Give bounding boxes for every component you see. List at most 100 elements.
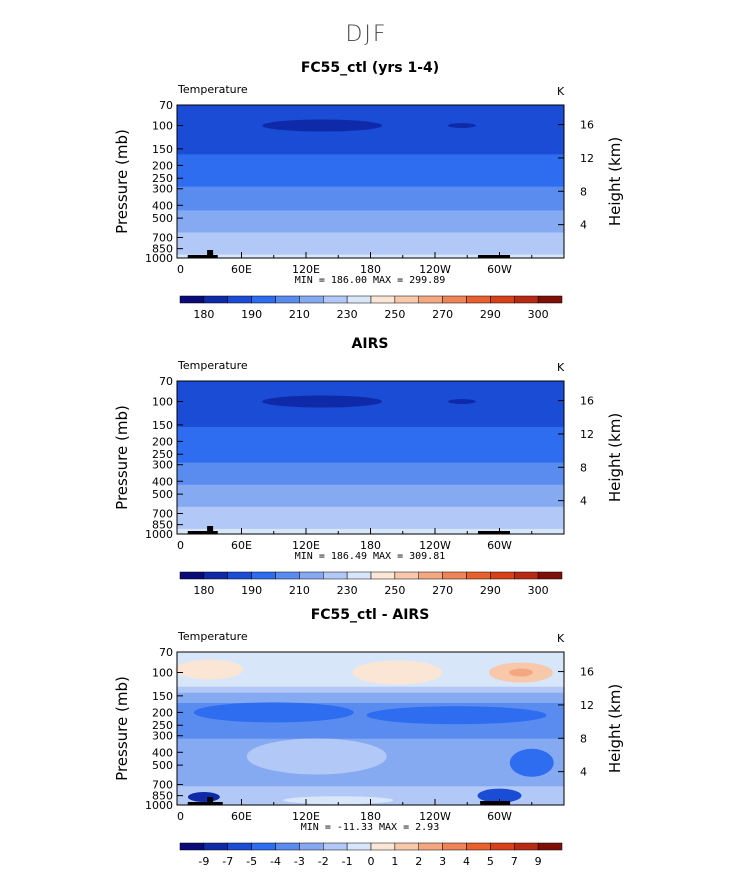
field-band [177, 718, 564, 721]
field-band [177, 186, 564, 189]
y-tick-label: 150 [152, 419, 173, 432]
colorbar-swatch [394, 571, 419, 580]
field-band [177, 137, 564, 140]
field-band [177, 767, 564, 770]
x-tick-label: 120E [292, 263, 320, 276]
field-band [177, 511, 564, 515]
field-band [177, 466, 564, 469]
field-band [177, 703, 564, 706]
variable-label: Temperature [177, 359, 248, 372]
field-band [177, 249, 564, 252]
field-band [177, 413, 564, 416]
field-band [177, 738, 564, 741]
field-band [177, 697, 564, 701]
field-band [177, 426, 564, 430]
colorbar-swatch [418, 295, 443, 304]
field-layer [177, 381, 564, 535]
field-band [177, 218, 564, 222]
colorbar-label: 180 [193, 584, 214, 597]
cold-patch [447, 123, 476, 129]
field-band [177, 179, 564, 183]
field-band [177, 205, 564, 208]
colorbar-swatch [346, 571, 372, 580]
field-band [177, 232, 564, 235]
field-band [177, 193, 564, 196]
panel-title: FC55_ctl (yrs 1-4) [301, 60, 439, 76]
x-tick-label: 60E [231, 263, 252, 276]
y-right-tick-label: 16 [580, 395, 594, 408]
colorbar-swatch [275, 842, 300, 851]
colorbar-label: 230 [337, 308, 358, 321]
y-tick-label: 850 [152, 519, 173, 532]
field-band [177, 430, 564, 433]
field-band [177, 139, 564, 142]
field-band [177, 416, 564, 419]
field-band [177, 704, 564, 707]
field-band [177, 222, 564, 225]
field-band [177, 174, 564, 177]
field-band [177, 406, 564, 409]
y-tick-label: 70 [159, 375, 173, 388]
colorbar-swatch [179, 295, 205, 304]
field-band [177, 213, 564, 217]
y-right-tick-label: 12 [580, 699, 594, 712]
colorbar-swatch [514, 295, 539, 304]
field-band [177, 227, 564, 230]
y-tick-label: 250 [152, 172, 173, 185]
colorbar-label: 300 [528, 308, 549, 321]
field-band [177, 144, 564, 147]
x-tick-label: 180 [360, 263, 381, 276]
field-band [177, 149, 564, 152]
field-band [177, 391, 564, 394]
colorbar-swatch [442, 842, 467, 851]
field-band [177, 396, 564, 399]
field-band [177, 450, 564, 453]
colorbar-label: -4 [270, 855, 281, 868]
field-band [177, 167, 564, 171]
field-band [177, 162, 564, 166]
field-band [177, 776, 564, 779]
field-band [177, 195, 564, 198]
field-band [177, 208, 564, 211]
field-band [177, 423, 564, 426]
colorbar-swatch [299, 842, 324, 851]
field-band [177, 381, 564, 384]
field-band [177, 460, 564, 464]
colorbar-swatch [203, 295, 228, 304]
field-band [177, 733, 564, 736]
y-tick-label: 70 [159, 99, 173, 112]
colorbar-swatch [346, 842, 372, 851]
colorbar-label: 190 [241, 308, 262, 321]
terrain-africa [187, 255, 218, 258]
field-band [177, 520, 564, 523]
field-band [177, 152, 564, 155]
field-band [177, 428, 564, 431]
terrain-andes [478, 531, 510, 534]
field-band [177, 384, 564, 387]
units-label: K [557, 361, 565, 374]
y-right-tick-label: 4 [580, 495, 587, 508]
field-band [177, 457, 564, 460]
y-tick-label: 70 [159, 646, 173, 659]
field-band [177, 166, 564, 169]
colorbar-swatch [370, 571, 396, 580]
y-tick-label: 1000 [145, 799, 173, 812]
colorbar-swatch [370, 295, 396, 304]
field-band [177, 513, 564, 516]
field-band [177, 418, 564, 421]
field-band [177, 484, 564, 487]
field-band [177, 522, 564, 525]
warm-patch-central [352, 660, 443, 685]
field-band [177, 157, 564, 160]
field-band [177, 115, 564, 118]
field-band [177, 173, 564, 176]
field-band [177, 387, 564, 391]
field-band [177, 421, 564, 425]
field-band [177, 708, 564, 711]
field-band [177, 106, 564, 109]
field-band [177, 247, 564, 251]
field-band [177, 203, 564, 206]
field-band [177, 701, 564, 704]
field-band [177, 782, 564, 786]
cold-blob-east [509, 748, 554, 777]
